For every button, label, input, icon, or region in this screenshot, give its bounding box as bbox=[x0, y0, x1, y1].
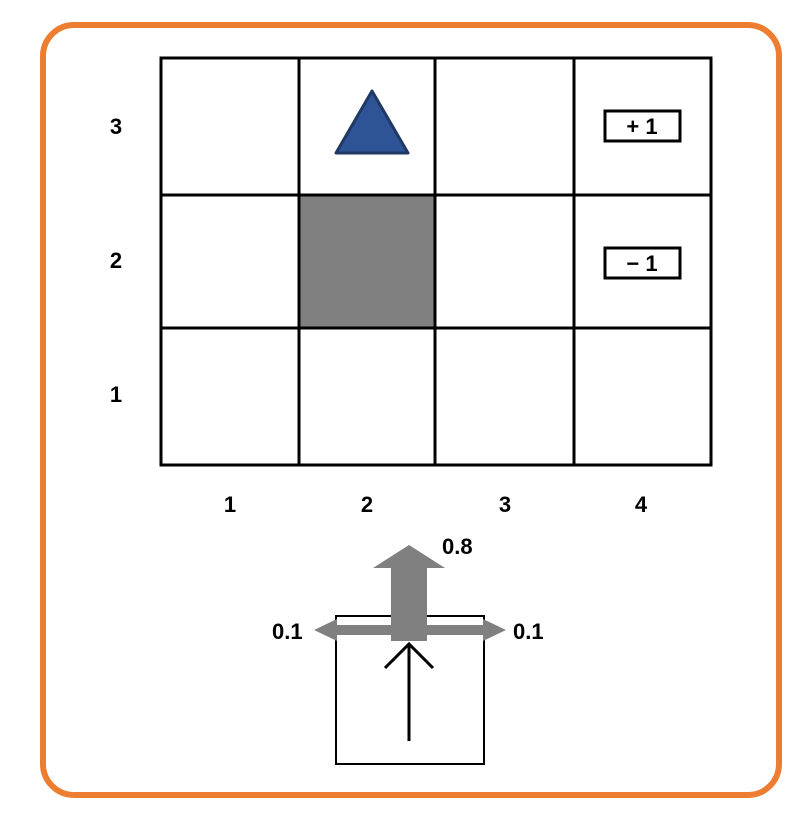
wall-cell bbox=[299, 195, 435, 328]
terminal-label-minus: − 1 bbox=[626, 251, 657, 276]
grid-lines bbox=[159, 56, 713, 467]
left-prob-label: 0.1 bbox=[272, 619, 303, 644]
diagram-frame bbox=[40, 22, 782, 798]
row-label-1: 1 bbox=[110, 382, 122, 407]
transition-arrows bbox=[314, 545, 506, 641]
forward-prob-label: 0.8 bbox=[442, 534, 473, 559]
left-arrow-icon bbox=[314, 619, 409, 641]
col-label-3: 3 bbox=[499, 492, 511, 517]
col-label-1: 1 bbox=[224, 492, 236, 517]
agent-triangle-icon bbox=[334, 89, 410, 155]
right-arrow-icon bbox=[409, 619, 506, 641]
row-label-2: 2 bbox=[110, 248, 122, 273]
terminal-box-minus bbox=[603, 246, 682, 280]
forward-arrow-icon bbox=[373, 545, 445, 641]
row-label-3: 3 bbox=[110, 114, 122, 139]
col-label-4: 4 bbox=[635, 492, 648, 517]
intended-action-arrow-icon bbox=[383, 641, 435, 741]
right-prob-label: 0.1 bbox=[513, 619, 544, 644]
terminal-box-plus bbox=[603, 109, 682, 143]
col-label-2: 2 bbox=[361, 492, 373, 517]
terminal-label-plus: + 1 bbox=[626, 114, 657, 139]
